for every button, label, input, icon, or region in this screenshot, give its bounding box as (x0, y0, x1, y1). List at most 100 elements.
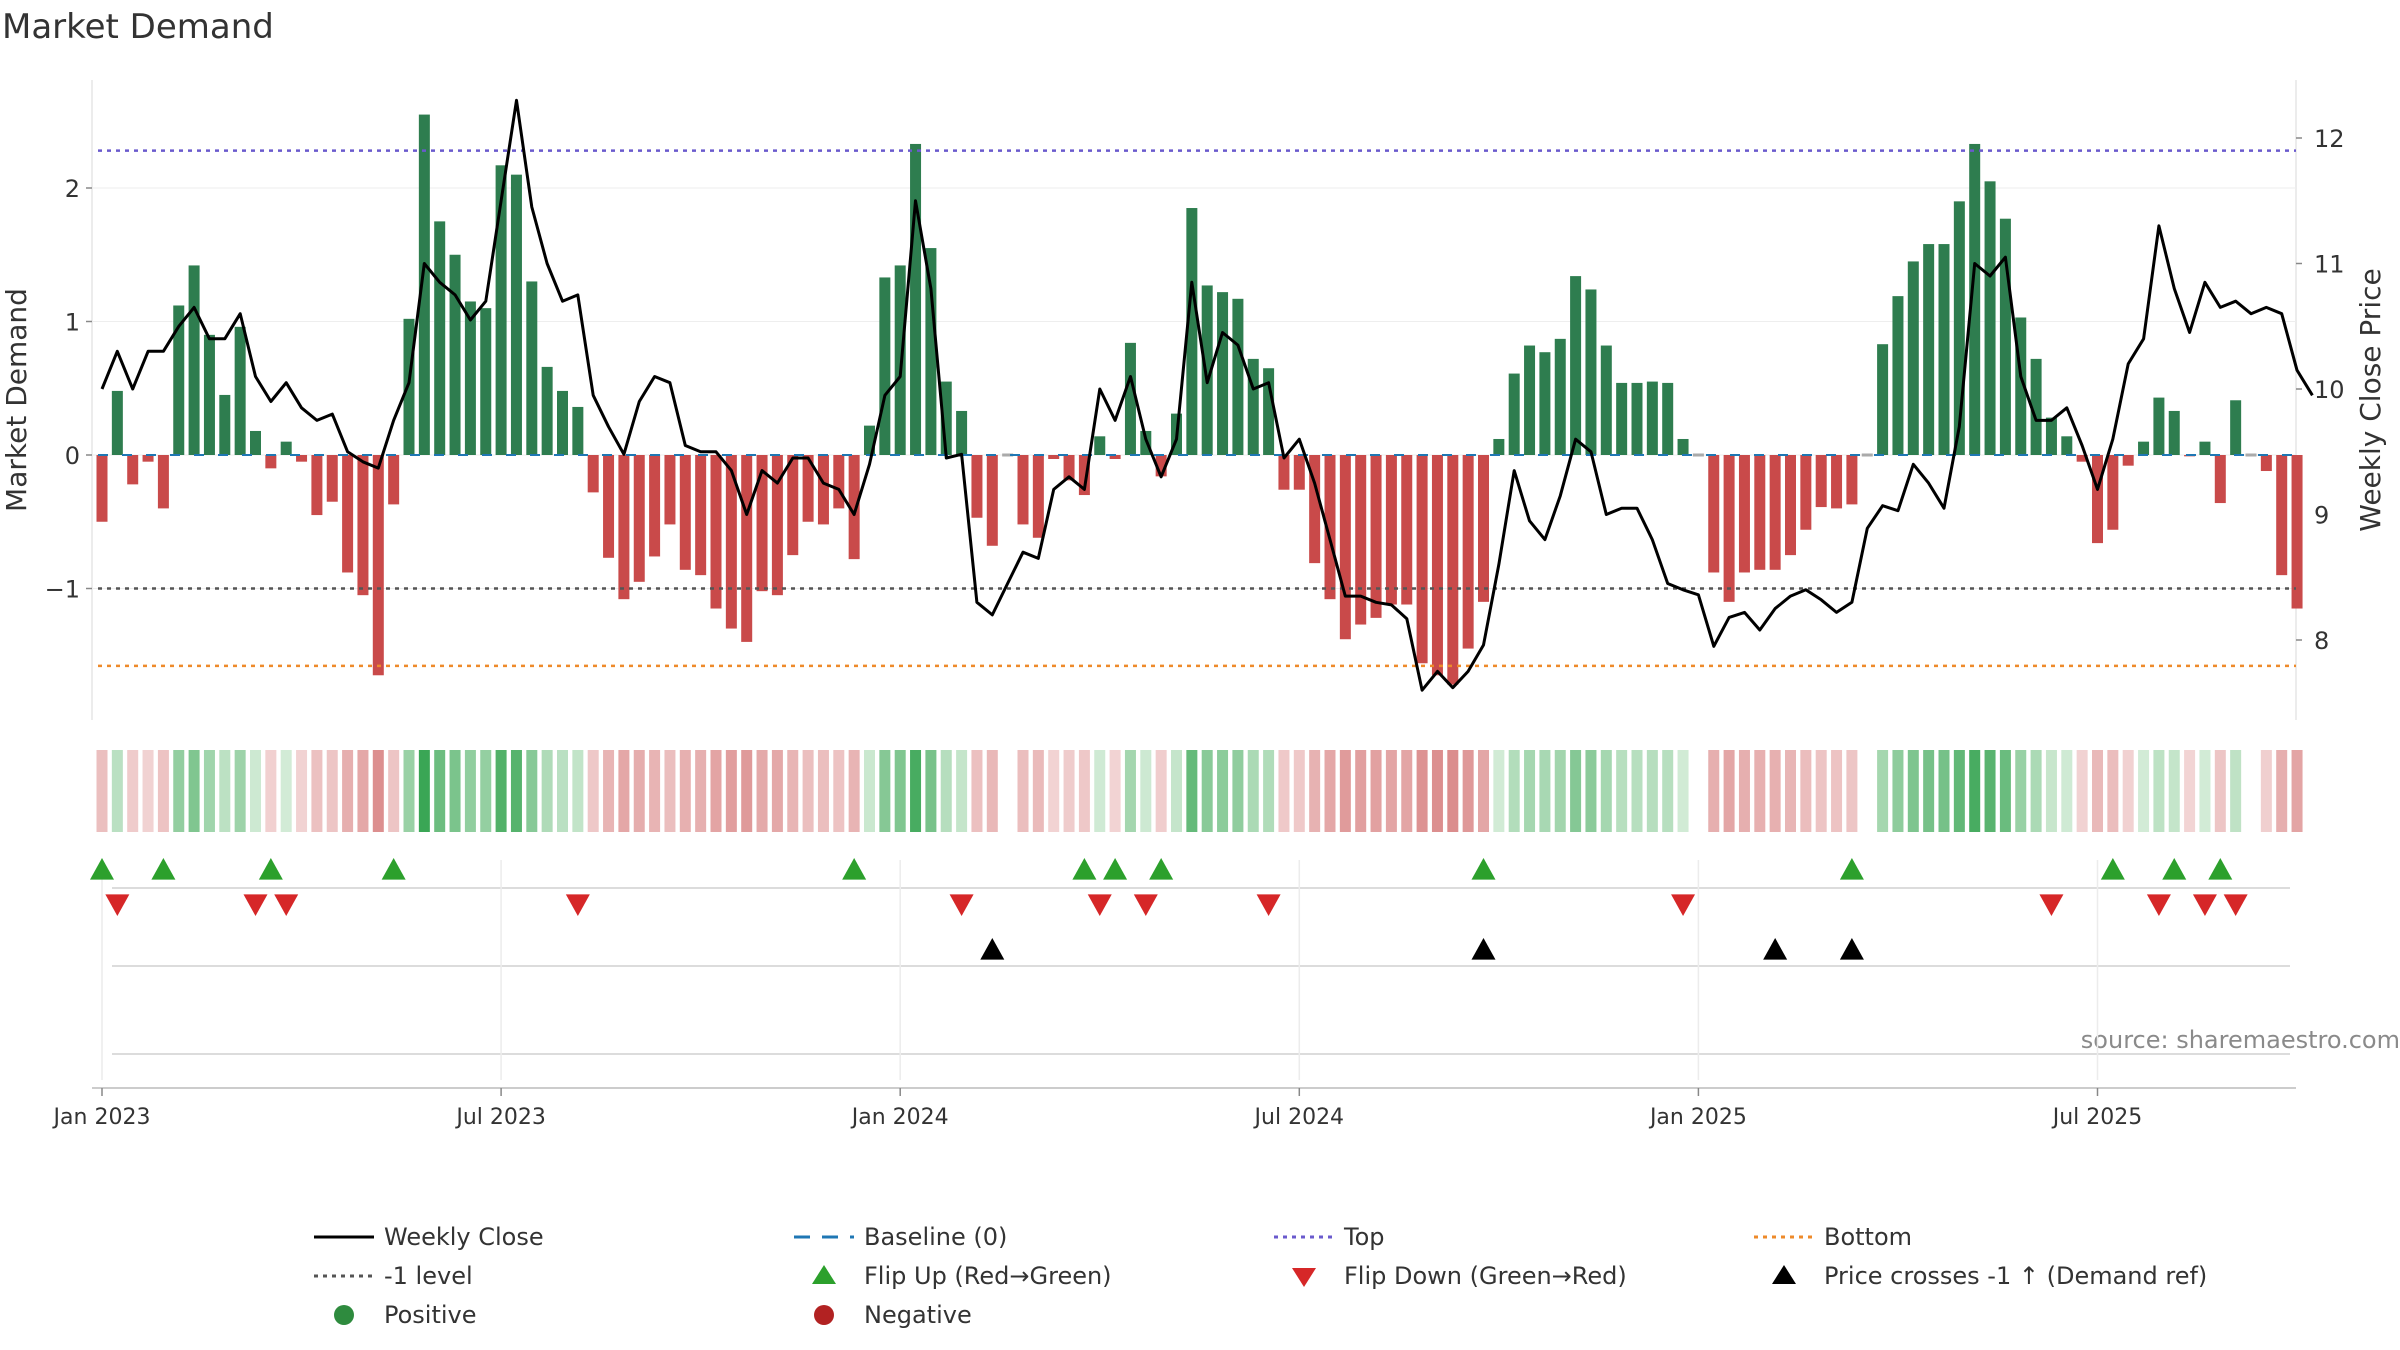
demand-bar (664, 455, 676, 525)
demand-bar (741, 455, 753, 642)
heat-cell (1309, 750, 1321, 832)
legend-label: Weekly Close (384, 1223, 544, 1251)
heat-cell (664, 750, 676, 832)
demand-bar (311, 455, 323, 516)
heat-cell (2230, 750, 2242, 832)
x-tick-label: Jan 2024 (850, 1105, 949, 1130)
heat-cell (695, 750, 707, 832)
demand-bar (1677, 438, 1689, 455)
legend-label: Negative (864, 1301, 972, 1329)
heat-cell (741, 750, 753, 832)
heat-cell (725, 750, 737, 832)
heat-cell (280, 750, 292, 832)
heat-cell (1324, 750, 1336, 832)
heat-cell (603, 750, 615, 832)
heat-cell (2122, 750, 2134, 832)
heat-cell (1201, 750, 1213, 832)
demand-bar (1539, 352, 1551, 455)
heat-cell (618, 750, 630, 832)
legend-item: Price crosses -1 ↑ (Demand ref) (1772, 1262, 2207, 1290)
demand-bar (250, 430, 261, 455)
demand-bar (1309, 455, 1321, 564)
flip-up-marker (2162, 858, 2187, 880)
y-tick-label: 2 (65, 175, 80, 203)
legend-label: Bottom (1824, 1223, 1912, 1251)
heat-cell (679, 750, 691, 832)
demand-bar (1616, 382, 1628, 455)
demand-bar (541, 366, 553, 455)
heat-cell (1416, 750, 1428, 832)
heat-cell (1600, 750, 1612, 832)
demand-bar (2015, 317, 2027, 455)
demand-bar (173, 305, 185, 455)
heat-cell (1677, 750, 1689, 832)
price-cross-marker (1839, 938, 1864, 960)
heat-cell (1570, 750, 1582, 832)
heat-cell (326, 750, 338, 832)
heat-cell (833, 750, 845, 832)
weekly-close-line (100, 98, 2314, 692)
demand-bar (1462, 455, 1474, 649)
heat-cell (2092, 750, 2103, 832)
demand-bar (986, 455, 998, 546)
heat-cell (848, 750, 860, 832)
demand-bar (1877, 344, 1889, 455)
heat-cell (1447, 750, 1459, 832)
heat-cell (864, 750, 875, 832)
heat-cell (2153, 750, 2165, 832)
demand-bar (1938, 244, 1950, 455)
demand-bar (1447, 455, 1459, 685)
heat-cell (357, 750, 369, 832)
demand-bar (1094, 436, 1106, 455)
demand-bar (1247, 358, 1259, 455)
y2-tick-label: 10 (2314, 376, 2345, 404)
demand-bar (1846, 455, 1858, 505)
demand-bar (1401, 455, 1413, 605)
flip-down-marker (2039, 894, 2064, 916)
demand-bar (1385, 455, 1397, 605)
demand-bar (1723, 455, 1735, 602)
heat-cell (311, 750, 323, 832)
flip-up-marker (381, 858, 406, 880)
demand-bar (203, 334, 215, 455)
legend-item: Flip Down (Green→Red) (1292, 1262, 1627, 1290)
heat-cell (557, 750, 568, 832)
heat-cell (96, 750, 108, 832)
demand-bar (2199, 441, 2211, 455)
demand-bar (1339, 455, 1351, 640)
demand-bar (1907, 261, 1919, 455)
y2-tick-label: 11 (2314, 251, 2345, 279)
heat-cell (1508, 750, 1520, 832)
demand-bar (1078, 455, 1090, 496)
demand-bar (127, 455, 139, 485)
demand-bar (2076, 455, 2088, 462)
demand-bar (1032, 455, 1044, 538)
demand-bar (372, 455, 384, 676)
demand-bar (710, 455, 722, 609)
flip-down-marker (1671, 894, 1696, 916)
heat-cell (173, 750, 185, 832)
heat-cell (1078, 750, 1090, 832)
heat-cell (1984, 750, 1996, 832)
y-tick-label: 0 (65, 442, 80, 470)
heat-cell (250, 750, 261, 832)
heat-cell (1094, 750, 1106, 832)
heat-cell (1431, 750, 1443, 832)
heat-cell (925, 750, 937, 832)
heat-cell (1493, 750, 1505, 832)
demand-bar (910, 143, 922, 455)
heat-cell (157, 750, 169, 832)
demand-bar (2153, 397, 2165, 455)
heat-cell (2199, 750, 2211, 832)
demand-bar (802, 455, 814, 522)
demand-bar (2260, 455, 2272, 472)
heat-cell (1999, 750, 2011, 832)
demand-bar (971, 455, 983, 518)
demand-bar (1370, 455, 1382, 618)
heat-cell (1769, 750, 1781, 832)
demand-bar (1002, 453, 1014, 457)
demand-bar (1124, 342, 1136, 455)
demand-bar (2230, 400, 2242, 455)
flip-down-marker (2146, 894, 2171, 916)
